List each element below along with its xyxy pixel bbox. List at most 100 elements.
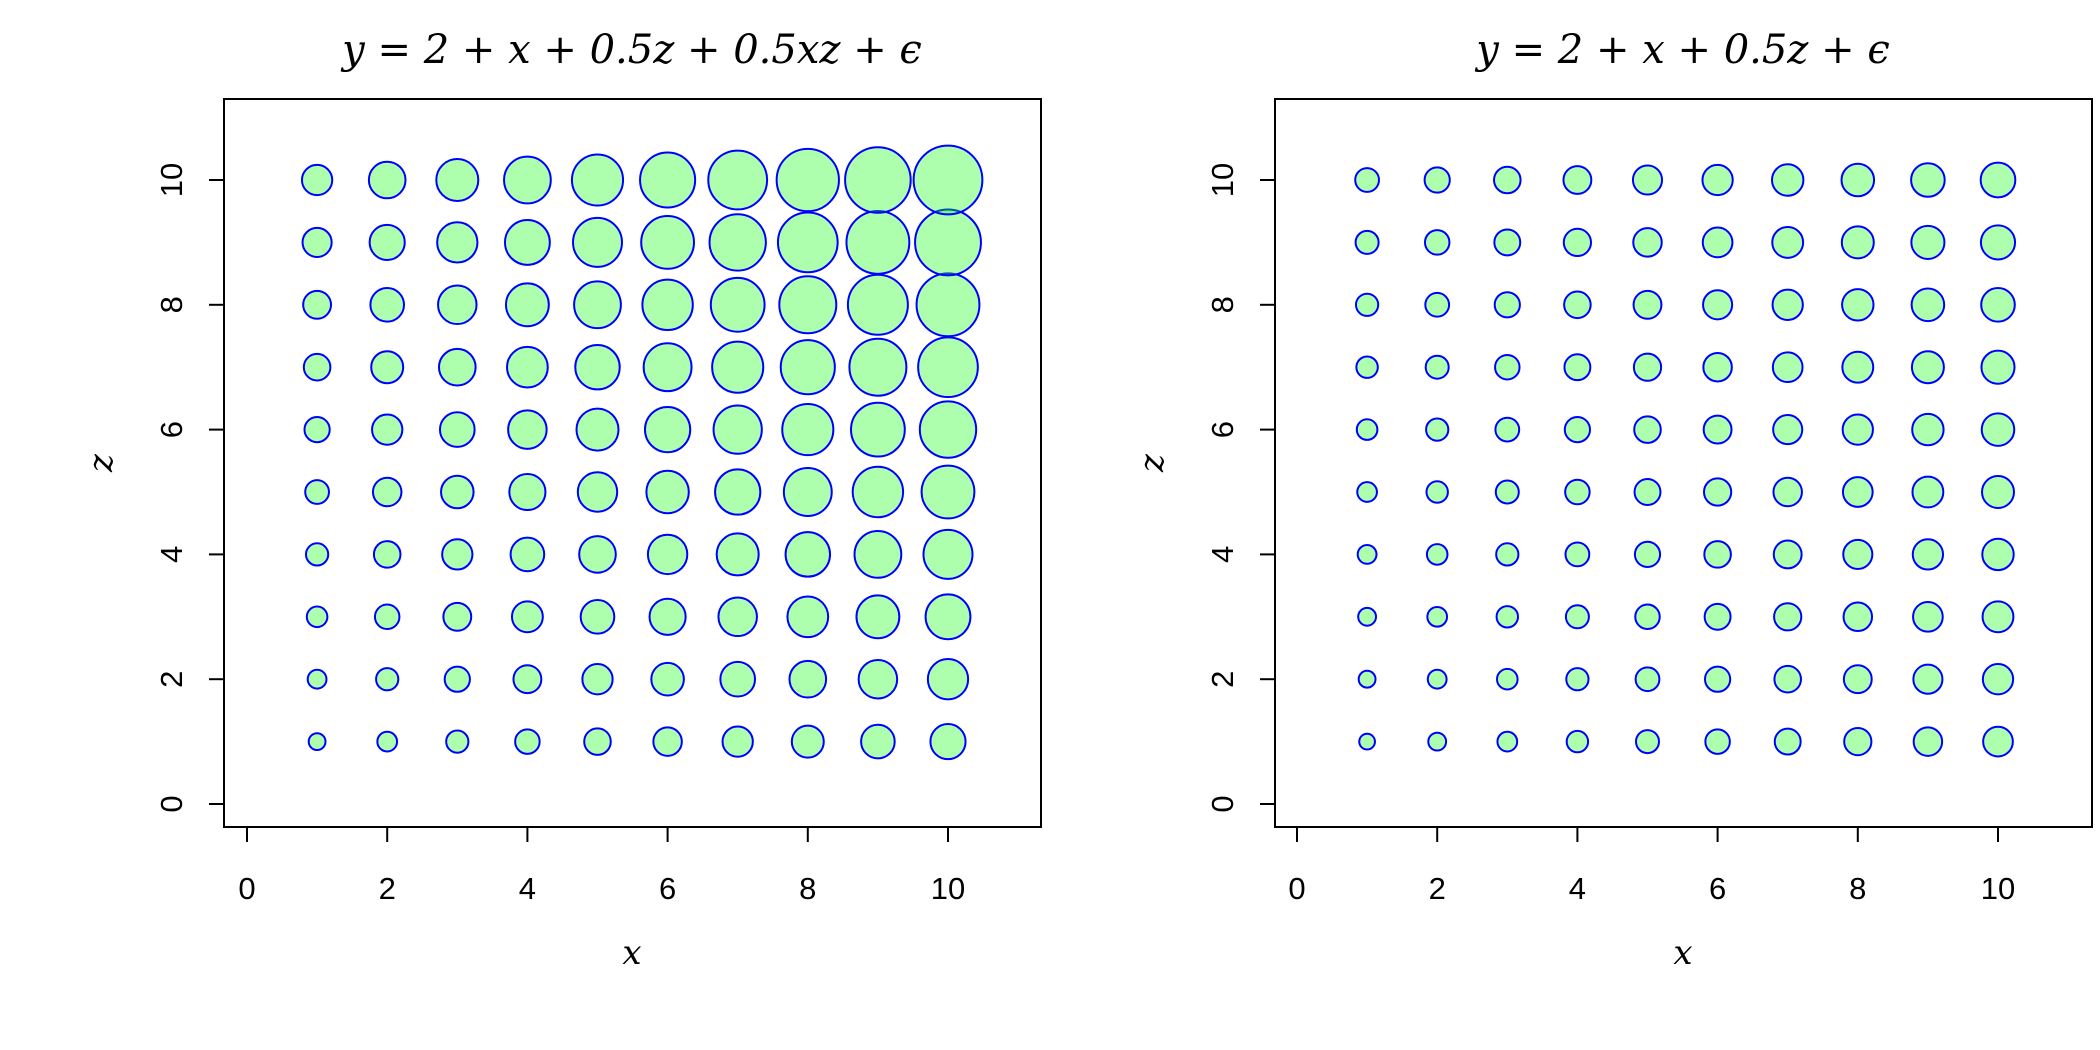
bubble-point [918, 400, 978, 459]
bubble-point [926, 658, 970, 701]
bubble-point [1496, 730, 1519, 753]
bubble-point [372, 540, 402, 569]
left-x-axis-label: x [622, 933, 641, 973]
bubble-point [1633, 415, 1662, 444]
bubble-point [639, 151, 697, 209]
bubble-point [1773, 727, 1802, 756]
right-x-axis-label: x [1673, 933, 1692, 973]
bubble-point [1912, 726, 1944, 757]
bubble-point [1426, 605, 1449, 628]
bubble-point [912, 144, 984, 216]
bubble-point [1979, 161, 2017, 199]
bubble-point [1910, 350, 1945, 385]
bubble-point [307, 732, 327, 751]
bubble-point [302, 352, 332, 382]
bubble-point [509, 536, 546, 573]
bubble-point [1772, 414, 1804, 446]
bubble-point [1703, 602, 1732, 631]
bubble-point [917, 336, 979, 399]
bubble-point [1354, 292, 1380, 317]
bubble-point [851, 465, 905, 519]
y-tick-label: 2 [1205, 671, 1240, 688]
bubble-point [709, 276, 766, 333]
bubble-point [445, 729, 470, 754]
bubble-point [373, 603, 401, 631]
bubble-point [714, 468, 762, 516]
bubble-point [844, 146, 912, 214]
bubble-point [857, 658, 899, 700]
bubble-point [304, 542, 330, 567]
bubble-point [712, 404, 763, 455]
bubble-point [648, 597, 687, 636]
bubble-point [853, 530, 903, 579]
x-tick-label: 2 [379, 871, 396, 906]
bubble-point [788, 659, 828, 699]
bubble-point [306, 668, 328, 690]
x-tick-label: 2 [1429, 871, 1446, 906]
y-tick-label: 0 [1205, 795, 1240, 812]
bubble-point [371, 413, 404, 446]
x-tick-label: 4 [519, 871, 536, 906]
bubble-point [779, 339, 836, 396]
bubble-point [1562, 227, 1593, 258]
bubble-point [1910, 287, 1946, 323]
bubble-point [1911, 475, 1945, 509]
bubble-point [1841, 476, 1874, 508]
bubble-point [1911, 538, 1945, 571]
bubble-point [1702, 414, 1733, 445]
bubble-point [920, 464, 976, 520]
bubble-point [441, 538, 474, 571]
bubble-point [506, 345, 549, 389]
bubble-point [1425, 417, 1450, 442]
bubble-point [1565, 729, 1590, 754]
bubble-point [510, 600, 544, 634]
bubble-point [443, 665, 471, 693]
bubble-point [1840, 162, 1876, 198]
bubble-point [848, 337, 908, 397]
right-y-axis: 0 2 4 6 8 10 [1205, 163, 1275, 813]
bubble-point [1493, 291, 1521, 319]
bubble-point [782, 467, 833, 517]
bubble-point [1632, 227, 1663, 258]
bubble-point [572, 216, 623, 268]
bubble-point [1423, 229, 1451, 256]
bubble-point [1355, 355, 1379, 379]
bubble-point [1772, 476, 1803, 508]
bubble-point [1425, 480, 1449, 504]
bubble-point [436, 221, 479, 264]
bubble-point [643, 405, 692, 454]
bubble-point [304, 479, 330, 505]
bubble-point [641, 278, 694, 331]
bubble-point [1981, 537, 2015, 572]
bubble-point [1355, 418, 1379, 441]
left-y-axis-label: z [81, 453, 121, 473]
bubble-point [1634, 603, 1661, 631]
bubble-point [514, 728, 541, 755]
bubble-point [717, 596, 758, 638]
y-tick-label: 10 [154, 163, 189, 197]
y-tick-label: 8 [1205, 296, 1240, 313]
bubble-point [1701, 226, 1734, 259]
bubble-point [440, 474, 475, 510]
bubble-point [640, 215, 695, 270]
right-y-axis-label: z [1132, 453, 1172, 473]
bubble-point [1564, 604, 1590, 630]
bubble-point [650, 661, 685, 697]
bubble-point [1981, 475, 2015, 509]
y-tick-label: 4 [154, 546, 189, 563]
bubble-point [581, 663, 614, 696]
bubble-point [371, 476, 403, 508]
bubble-point [305, 605, 329, 629]
bubble-point [715, 532, 760, 577]
right-panel-title: y = 2 + x + 0.5z + ϵ [1474, 27, 1889, 73]
bubble-point [437, 284, 478, 326]
bubble-point [1423, 166, 1451, 194]
right-panel: y = 2 + x + 0.5z + ϵ 0 2 4 6 8 10 0 2 4 6 8 10 x z [1132, 27, 2093, 973]
bubble-point [1354, 167, 1380, 193]
bubble-point [1773, 602, 1803, 632]
bubble-point [1702, 351, 1733, 383]
x-tick-label: 4 [1569, 871, 1586, 906]
bubble-point [929, 723, 967, 761]
bubble-point [1631, 164, 1664, 196]
bubble-point [1702, 289, 1734, 321]
